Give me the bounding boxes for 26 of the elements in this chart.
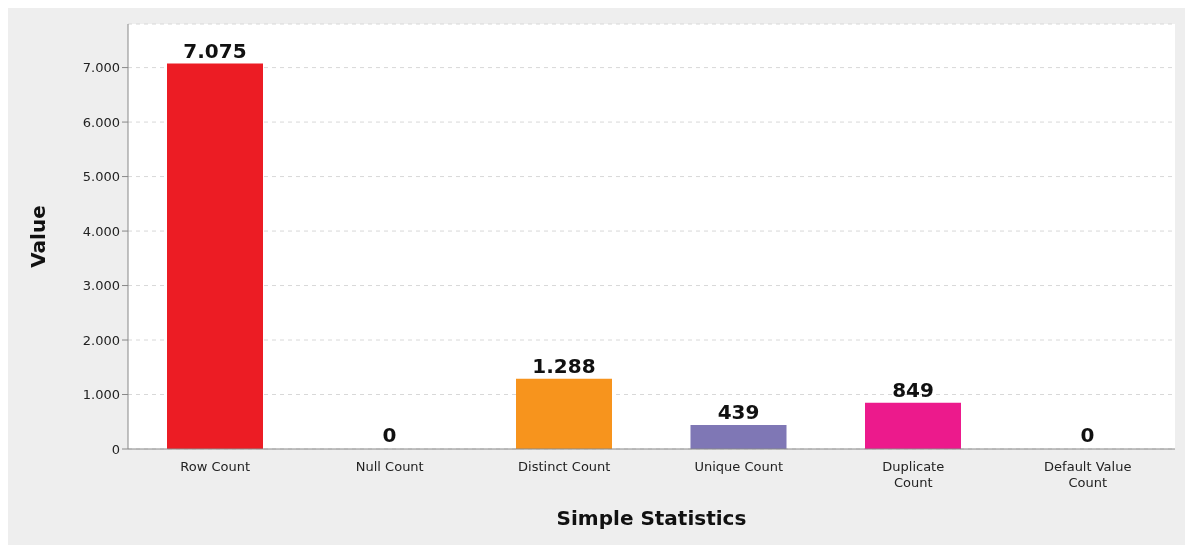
data-label: 1.288 bbox=[532, 353, 596, 378]
data-label: 7.075 bbox=[183, 38, 247, 63]
data-label: 0 bbox=[1080, 423, 1095, 447]
y-tick-label: 2.000 bbox=[82, 332, 120, 348]
x-tick-label: Null Count bbox=[355, 459, 424, 474]
y-tick-label: 7.000 bbox=[82, 60, 120, 76]
bar bbox=[690, 425, 787, 449]
data-label: 0 bbox=[382, 423, 397, 447]
x-tick-label: Row Count bbox=[180, 459, 251, 474]
data-label: 849 bbox=[892, 377, 934, 402]
y-tick-label: 0 bbox=[111, 441, 120, 457]
x-tick-label: Distinct Count bbox=[518, 459, 611, 474]
y-tick-label: 3.000 bbox=[82, 278, 120, 294]
x-tick-label: Default Value Count bbox=[1044, 459, 1132, 490]
y-tick-label: 6.000 bbox=[82, 114, 120, 130]
bar bbox=[865, 402, 961, 449]
y-axis-title: Value bbox=[26, 205, 51, 268]
data-label: 439 bbox=[717, 400, 760, 425]
x-tick-label: Duplicate Count bbox=[882, 459, 945, 490]
bar bbox=[516, 378, 612, 449]
x-axis-title: Simple Statistics bbox=[556, 506, 747, 530]
y-tick-label: 1.000 bbox=[82, 387, 120, 403]
bar bbox=[167, 63, 263, 449]
x-tick-label: Unique Count bbox=[694, 459, 784, 474]
y-tick-label: 4.000 bbox=[82, 223, 120, 239]
y-tick-label: 5.000 bbox=[82, 169, 120, 185]
